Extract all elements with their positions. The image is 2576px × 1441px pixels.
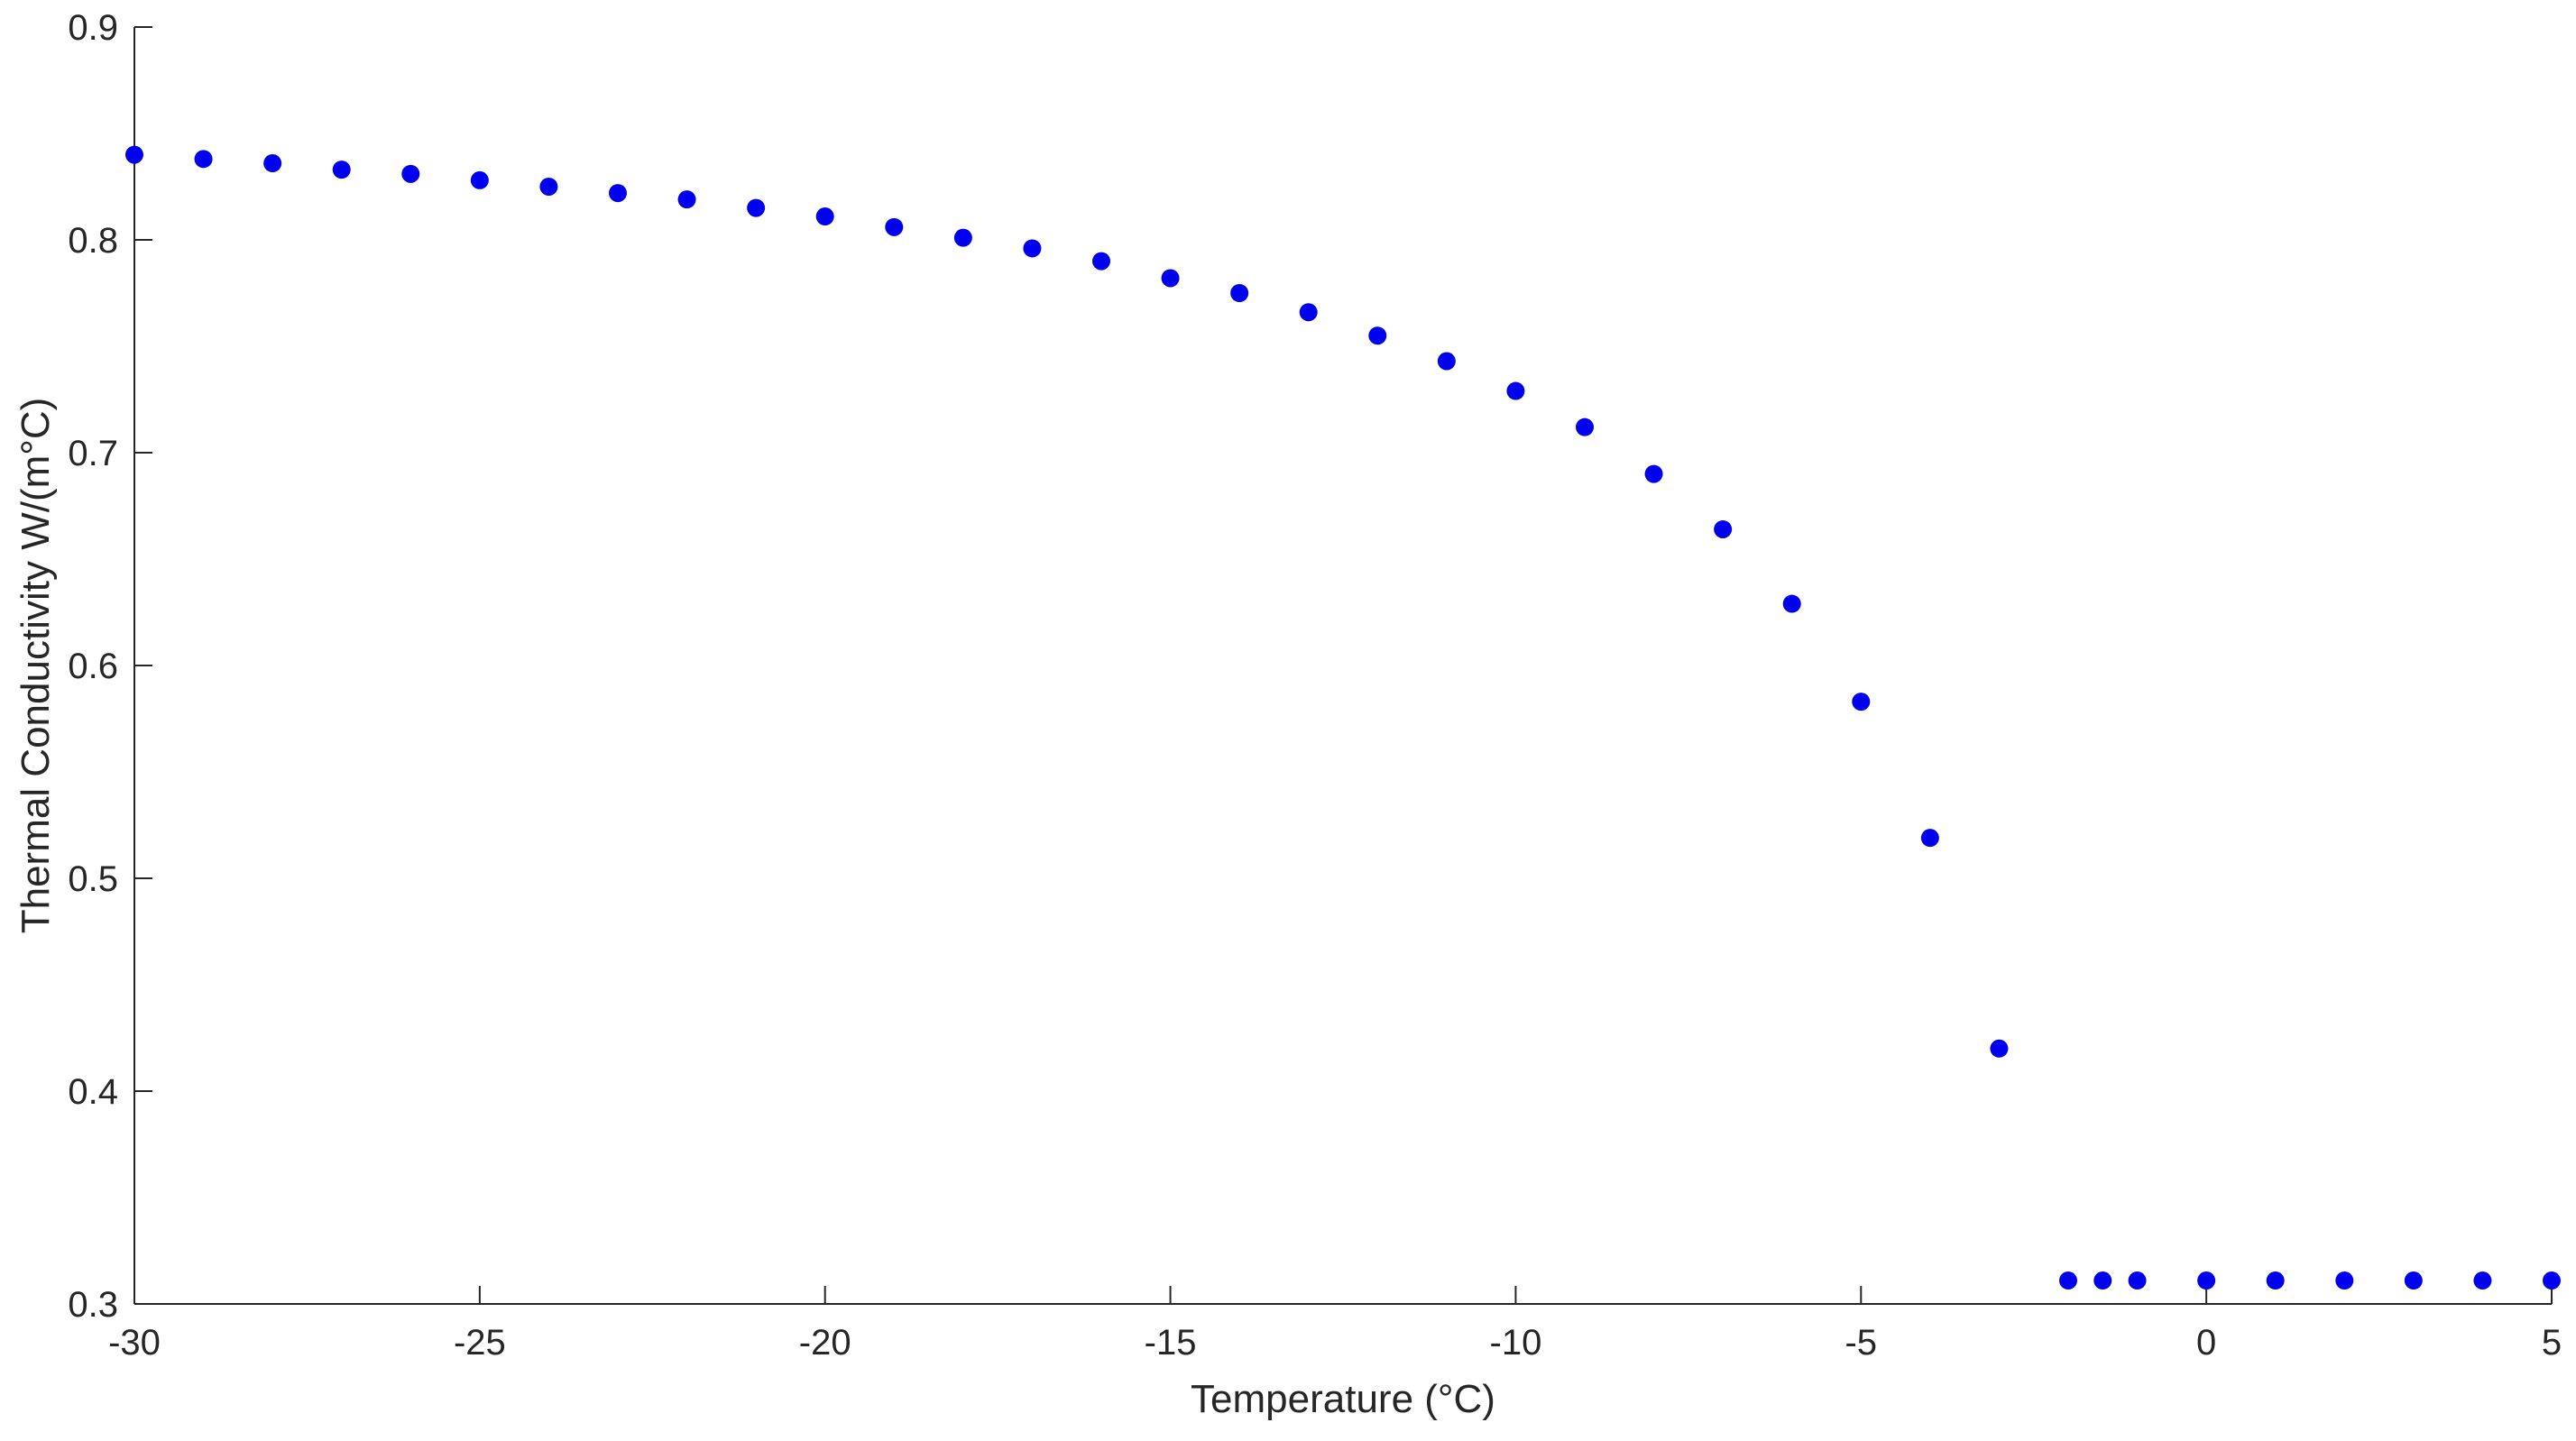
data-point <box>2059 1271 2077 1290</box>
data-point <box>125 145 143 164</box>
data-point <box>539 178 558 196</box>
x-axis-ticks: -30 -25 -20 -15 -10 -5 0 5 <box>108 1286 2562 1363</box>
y-tick-label: 0.9 <box>68 8 118 48</box>
data-point <box>263 154 282 173</box>
x-tick-label: 0 <box>2196 1323 2216 1363</box>
data-point <box>2266 1271 2285 1290</box>
data-point <box>1782 594 1801 613</box>
data-point <box>1230 284 1249 302</box>
data-point <box>401 164 420 183</box>
x-axis-label: Temperature (°C) <box>1191 1377 1495 1421</box>
x-tick-label: -5 <box>1845 1323 1877 1363</box>
data-point <box>2093 1271 2112 1290</box>
data-point <box>470 170 489 189</box>
y-axis-ticks: 0.3 0.4 0.5 0.6 0.7 0.8 0.9 <box>68 8 152 1325</box>
y-axis-label: Thermal Conductivity W/(m°C) <box>14 398 58 934</box>
x-tick-label: 5 <box>2542 1323 2562 1363</box>
data-point <box>2128 1271 2147 1290</box>
data-point <box>1437 352 1456 371</box>
y-tick-label: 0.8 <box>68 221 118 261</box>
y-tick-label: 0.4 <box>68 1072 118 1112</box>
data-point <box>609 184 627 203</box>
y-tick-label: 0.5 <box>68 859 118 899</box>
data-point <box>885 217 904 236</box>
data-point <box>1092 252 1110 271</box>
x-tick-label: -15 <box>1145 1323 1197 1363</box>
x-tick-label: -30 <box>108 1323 161 1363</box>
data-point <box>1714 519 1733 538</box>
data-point <box>1990 1039 2009 1058</box>
y-tick-label: 0.7 <box>68 434 118 473</box>
data-point <box>953 228 972 247</box>
data-point <box>1368 326 1387 345</box>
data-point <box>815 207 834 226</box>
data-point <box>1852 693 1871 711</box>
data-point <box>2335 1271 2354 1290</box>
x-tick-label: -25 <box>454 1323 506 1363</box>
x-tick-label: -20 <box>799 1323 851 1363</box>
data-point <box>194 150 213 169</box>
data-point <box>2473 1271 2492 1290</box>
data-point <box>332 161 351 179</box>
data-point <box>1644 464 1663 483</box>
data-point <box>2404 1271 2423 1290</box>
data-point <box>747 198 766 217</box>
data-point <box>1506 381 1525 400</box>
axes <box>133 27 2552 1305</box>
data-point <box>2543 1271 2561 1290</box>
data-point <box>1161 269 1180 288</box>
data-point <box>1299 303 1318 322</box>
y-tick-label: 0.3 <box>68 1285 118 1325</box>
data-point <box>677 190 696 209</box>
y-tick-label: 0.6 <box>68 647 118 686</box>
data-point <box>1576 418 1594 436</box>
data-point <box>1920 829 1939 848</box>
data-point <box>1023 239 1042 258</box>
data-points <box>125 145 2561 1290</box>
data-point <box>2197 1271 2216 1290</box>
x-tick-label: -10 <box>1490 1323 1542 1363</box>
